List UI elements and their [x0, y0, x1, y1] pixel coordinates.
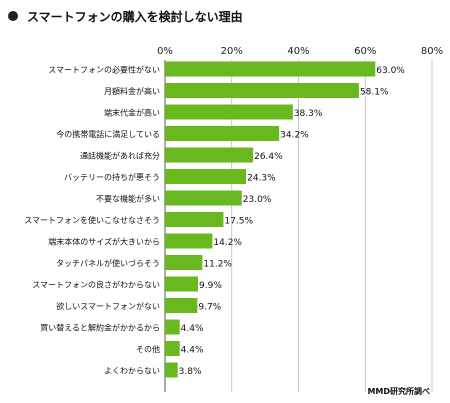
data-label: 17.5%: [224, 217, 253, 227]
category-label: スマートフォンの必要性がない: [48, 65, 160, 75]
source-note: MMD研究所調べ: [367, 387, 430, 396]
category-label: よくわからない: [104, 367, 160, 376]
bar: [165, 341, 180, 356]
x-tick-label: 0%: [157, 46, 173, 57]
data-label: 34.2%: [280, 131, 309, 141]
data-label: 3.8%: [179, 367, 202, 377]
category-label: タッチパネルが使いづらそう: [56, 258, 160, 268]
data-label: 4.4%: [181, 324, 204, 334]
title-row: スマートフォンの購入を検討しない理由: [8, 6, 243, 26]
x-tick-label: 80%: [421, 46, 443, 57]
category-label: 買い替えると解約金がかかるから: [40, 323, 160, 333]
category-label: その他: [136, 344, 160, 354]
data-label: 38.3%: [294, 109, 323, 119]
category-label: 欲しいスマートフォンがない: [56, 301, 160, 311]
data-label: 9.7%: [198, 303, 221, 313]
bar: [165, 61, 376, 77]
x-tick-label: 60%: [354, 46, 376, 57]
category-label: 月額料金が高い: [104, 86, 160, 96]
category-label: 今の携帯電話に満足している: [56, 129, 160, 139]
data-label: 14.2%: [213, 238, 242, 248]
data-label: 23.0%: [243, 195, 272, 205]
bar: [165, 147, 254, 163]
data-label: 24.3%: [247, 174, 276, 184]
data-label: 9.9%: [199, 281, 222, 291]
x-tick-label: 40%: [287, 46, 309, 57]
bar: [165, 212, 224, 227]
category-label: スマートフォンを使いこなせなさそう: [24, 215, 160, 225]
data-label: 11.2%: [203, 260, 232, 270]
bullet-icon: [8, 11, 18, 21]
data-label: 4.4%: [181, 346, 204, 356]
bar: [165, 233, 213, 249]
bar: [165, 104, 293, 120]
bar: [165, 362, 178, 378]
bar: [165, 169, 247, 184]
category-label: 不要な機能が多い: [96, 194, 160, 204]
data-label: 26.4%: [254, 152, 283, 162]
bar: [165, 126, 280, 141]
category-label: バッテリーの持ちが悪そう: [64, 172, 160, 182]
data-label: 63.0%: [376, 66, 405, 76]
chart-title: スマートフォンの購入を検討しない理由: [27, 9, 243, 24]
bar: [165, 276, 199, 292]
bar: [165, 255, 203, 270]
bar: [165, 298, 198, 313]
category-label: 通話機能があれば充分: [80, 151, 160, 161]
category-label: スマートフォンの良さがわからない: [32, 280, 160, 290]
bar: [165, 83, 359, 98]
data-label: 58.1%: [360, 88, 389, 98]
category-label: 端末代金が高い: [104, 108, 160, 118]
bar: [165, 190, 242, 206]
category-label: 端末本体のサイズが大きいから: [48, 237, 160, 247]
x-tick-label: 20%: [221, 46, 243, 57]
bar: [165, 319, 180, 335]
